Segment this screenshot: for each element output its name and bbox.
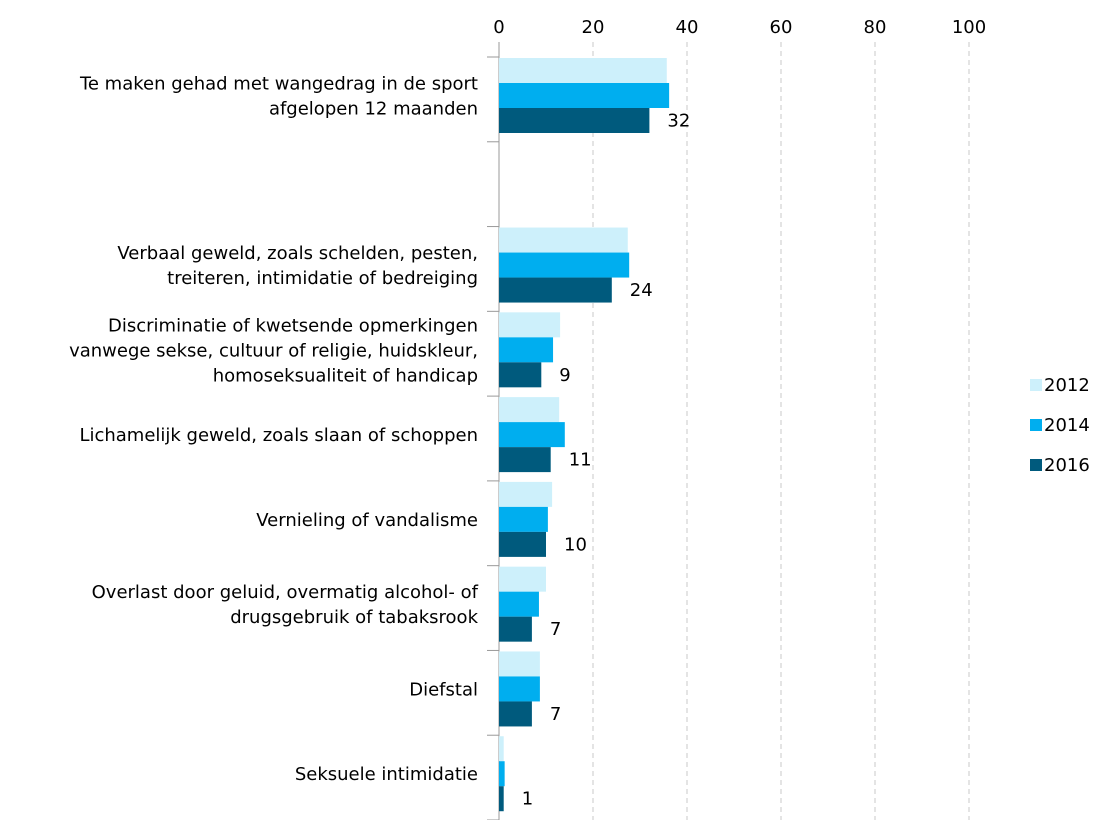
category-label: Diefstal <box>409 679 478 700</box>
bar <box>499 591 539 617</box>
bar <box>499 531 546 557</box>
category-label: Te maken gehad met wangedrag in de sport <box>79 74 478 95</box>
bar <box>499 337 554 363</box>
x-tick-label: 100 <box>952 17 986 38</box>
category-label: Discriminatie of kwetsende opmerkingen <box>108 315 478 336</box>
bar <box>499 312 561 338</box>
legend-label: 2014 <box>1044 415 1090 436</box>
bar <box>499 566 546 592</box>
bar <box>499 422 565 448</box>
bar <box>499 58 667 83</box>
category-label: treiteren, intimidatie of bedreiging <box>167 268 478 289</box>
category-label: afgelopen 12 maanden <box>269 99 478 120</box>
legend-label: 2012 <box>1044 375 1090 396</box>
bar <box>499 651 540 677</box>
category-label: Verbaal geweld, zoals schelden, pesten, <box>117 243 478 264</box>
bar <box>499 676 540 702</box>
data-label: 1 <box>522 789 533 810</box>
legend-label: 2016 <box>1044 455 1090 476</box>
bar <box>499 786 504 812</box>
category-label: vanwege sekse, cultuur of religie, huids… <box>69 340 478 361</box>
bar <box>499 701 532 727</box>
x-tick-label: 60 <box>770 17 793 38</box>
category-label: Seksuele intimidatie <box>295 764 478 785</box>
bar <box>499 252 630 278</box>
legend-swatch <box>1030 379 1042 391</box>
data-label: 7 <box>550 704 561 725</box>
bar <box>499 506 548 532</box>
data-label: 11 <box>569 450 592 471</box>
data-label: 9 <box>559 365 570 386</box>
category-label: drugsgebruik of tabaksrook <box>230 607 478 628</box>
legend-swatch <box>1030 459 1042 471</box>
bar <box>499 447 551 473</box>
data-label: 10 <box>564 534 587 555</box>
category-label: homoseksualiteit of handicap <box>213 365 478 386</box>
category-label: Vernieling of vandalisme <box>256 510 478 531</box>
bar <box>499 397 560 423</box>
x-tick-label: 80 <box>864 17 887 38</box>
bar <box>499 83 670 108</box>
bar <box>499 362 542 388</box>
bar <box>499 277 612 303</box>
bar <box>499 227 628 253</box>
legend-swatch <box>1030 419 1042 431</box>
x-tick-label: 0 <box>493 17 504 38</box>
data-label: 32 <box>667 111 690 132</box>
data-label: 7 <box>550 619 561 640</box>
bar <box>499 481 553 507</box>
bar <box>499 616 532 642</box>
bar <box>499 108 650 133</box>
category-label: Overlast door geluid, overmatig alcohol-… <box>92 582 479 603</box>
x-tick-label: 40 <box>676 17 699 38</box>
category-label: Lichamelijk geweld, zoals slaan of schop… <box>79 425 478 446</box>
data-label: 24 <box>630 280 653 301</box>
bar <box>499 736 504 762</box>
x-tick-label: 20 <box>582 17 605 38</box>
bar <box>499 761 505 787</box>
